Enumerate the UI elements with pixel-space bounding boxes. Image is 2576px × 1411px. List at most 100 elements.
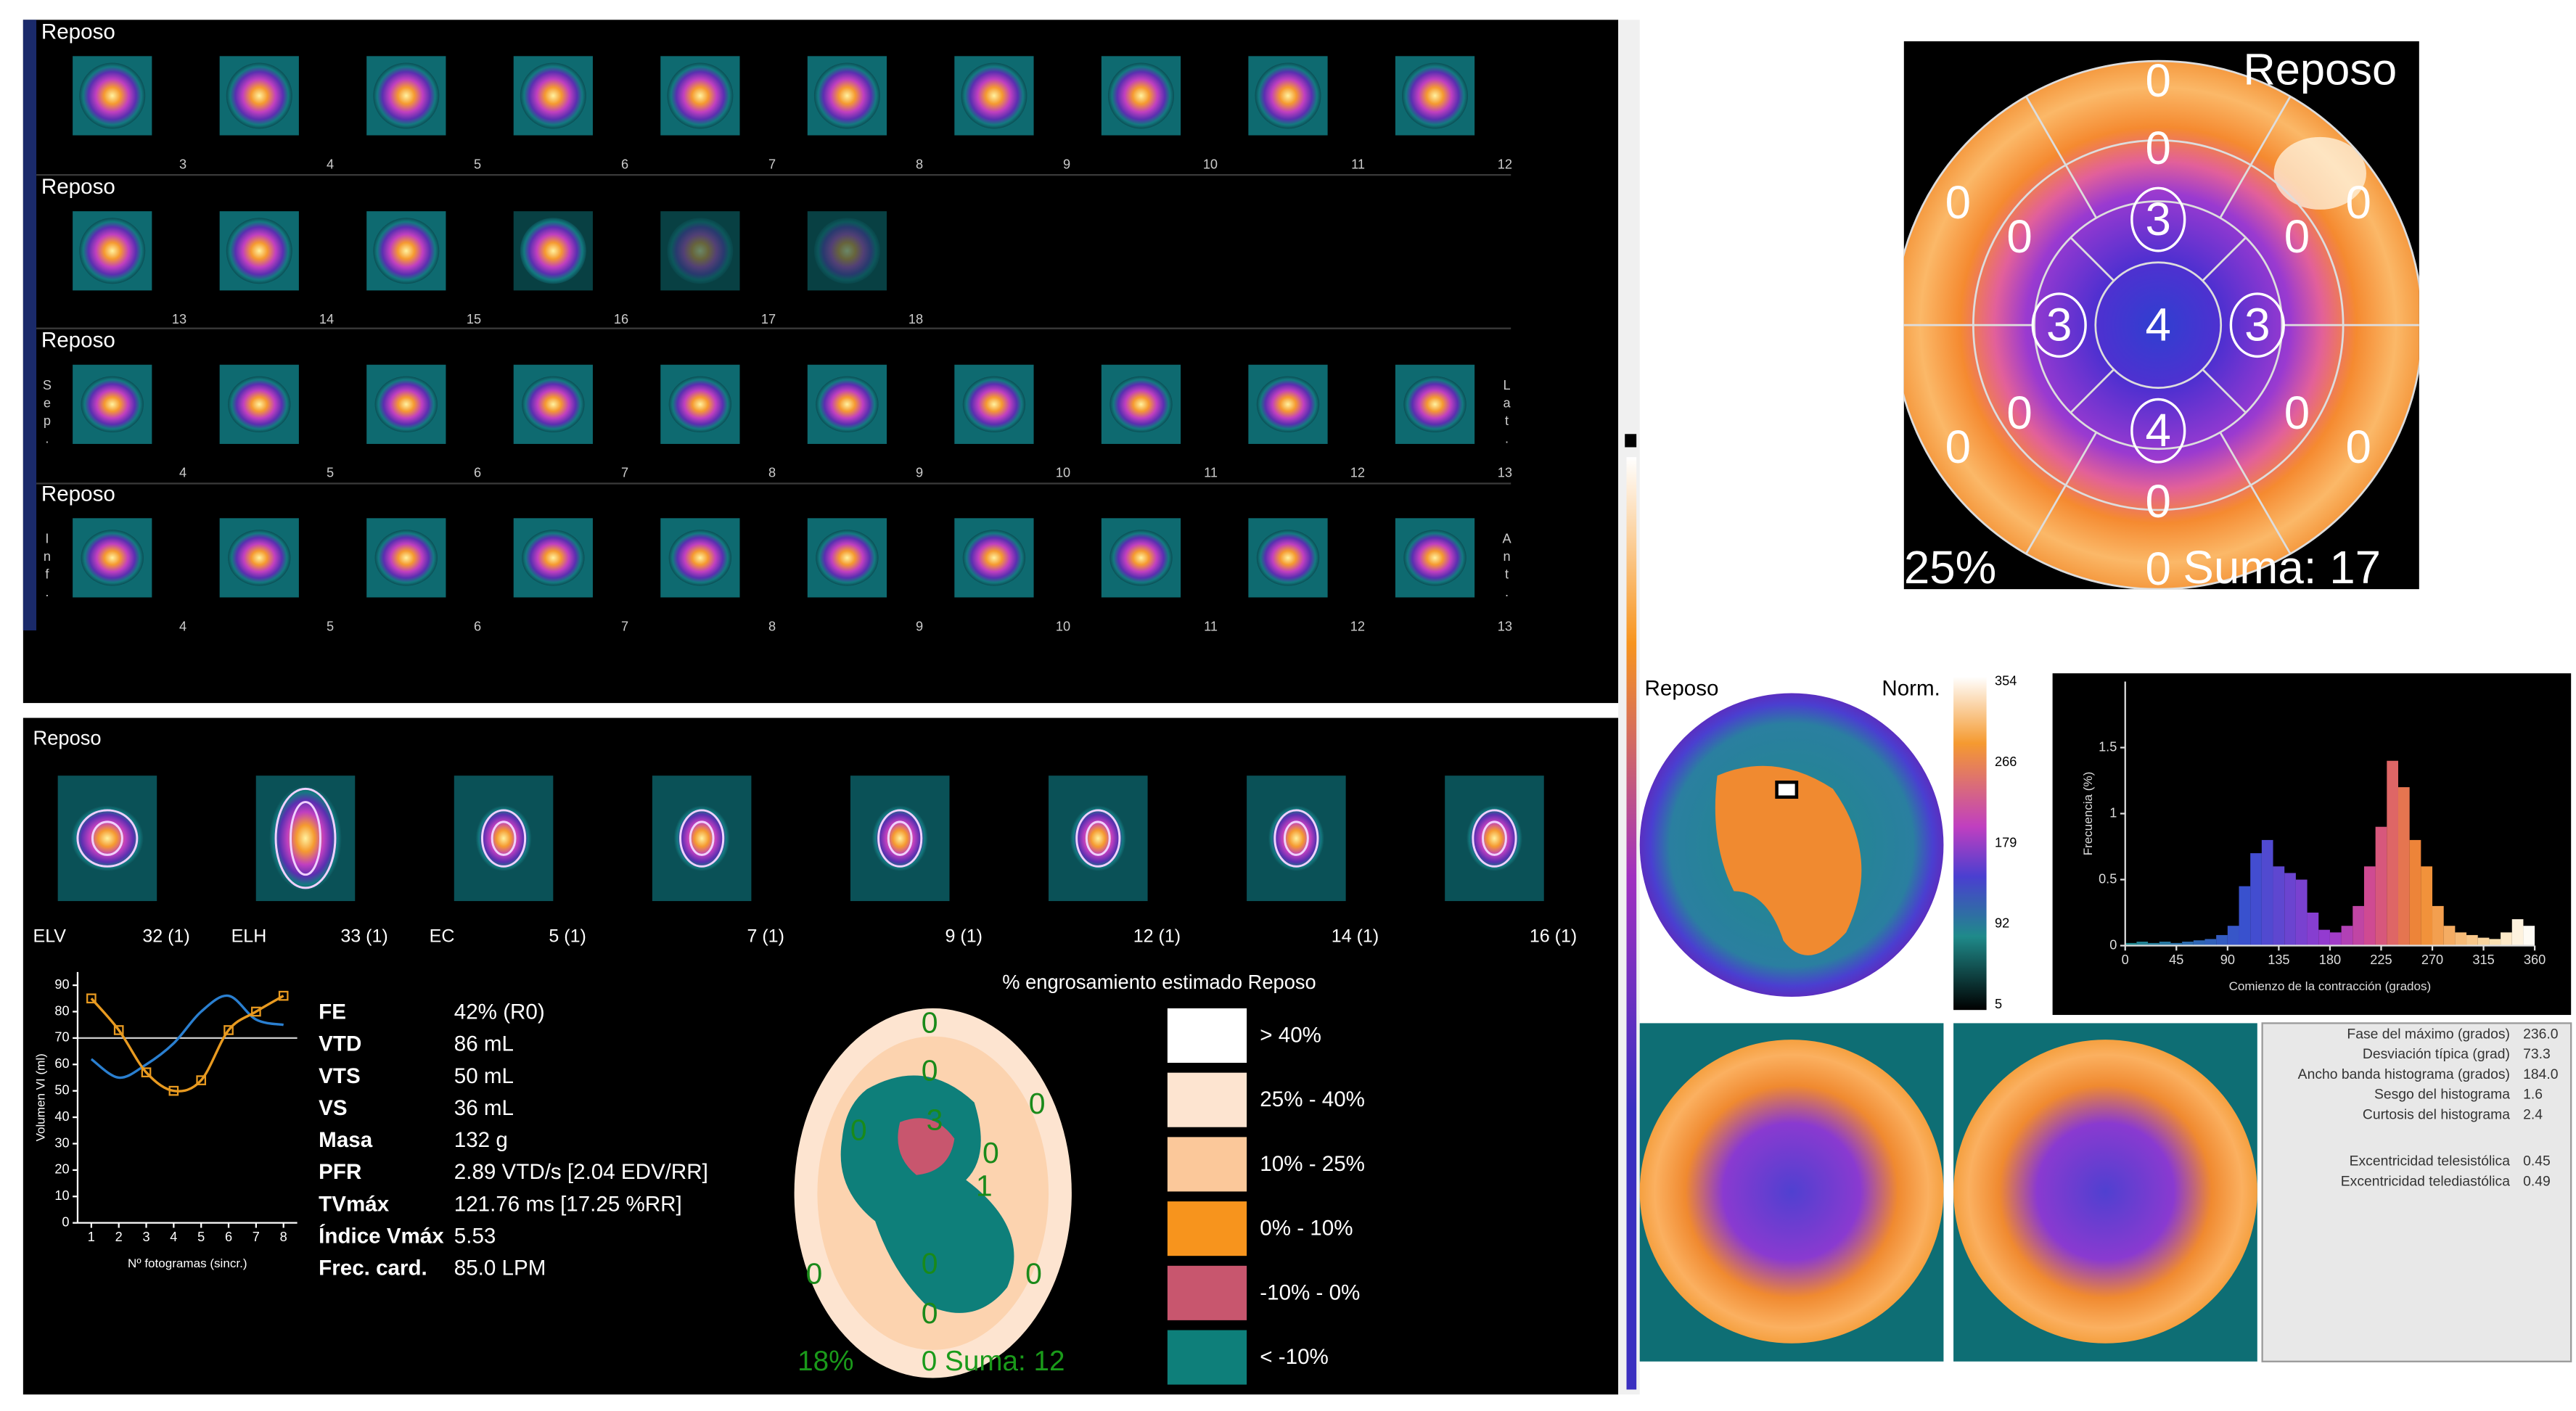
segment-score: 0 xyxy=(922,1053,938,1087)
frame-number: 4 xyxy=(179,466,186,480)
y-tick-label: 80 xyxy=(54,1003,69,1018)
y-tick-label: 1.5 xyxy=(2099,739,2117,754)
x-tick-label: 180 xyxy=(2319,953,2341,967)
segment-score: 0 xyxy=(2345,177,2371,229)
histogram-bar xyxy=(2329,932,2342,946)
frame-number: 6 xyxy=(621,157,628,171)
segment-score: 0 xyxy=(1029,1087,1046,1120)
segment-score: 0 xyxy=(1945,421,1971,473)
stat-name: Ancho banda histograma (grados) xyxy=(2298,1067,2510,1082)
frame-number: 8 xyxy=(916,157,923,171)
segment-score: 0 xyxy=(922,1296,938,1330)
segment-score: 0 xyxy=(805,1256,822,1290)
segment-divider xyxy=(2202,369,2247,414)
view-frame: 14 (1) xyxy=(1332,926,1379,947)
frame-number: 5 xyxy=(474,157,481,171)
y-tick-label: 50 xyxy=(54,1082,69,1097)
segment-score: 3 xyxy=(2244,300,2270,351)
frame-number: 10 xyxy=(1056,466,1070,480)
volume-marker xyxy=(251,1006,261,1017)
y-tick-label: 1 xyxy=(2109,805,2117,820)
contour xyxy=(91,820,123,856)
segment-divider xyxy=(2202,236,2247,281)
frame-number: 5 xyxy=(327,466,334,480)
segment-score: 0 xyxy=(2284,387,2310,439)
slice-image xyxy=(228,530,291,586)
axis-side-label: Inf. xyxy=(40,532,54,603)
segment-score: 0 xyxy=(2006,387,2032,439)
slice-image xyxy=(520,62,586,129)
segment-divider xyxy=(2025,96,2098,219)
metric-name: TVmáx xyxy=(319,1192,390,1216)
frame-number: 11 xyxy=(1204,619,1218,633)
map-title: % engrosamiento estimado Reposo xyxy=(1002,971,1316,993)
segment-ring xyxy=(1903,59,2419,590)
score-circle xyxy=(2229,292,2285,358)
scroll-thumb[interactable] xyxy=(1625,434,1637,448)
x-tick-label: 270 xyxy=(2421,953,2443,967)
segment-ring xyxy=(2094,261,2223,389)
stat-value: 0.49 xyxy=(2523,1174,2551,1189)
x-axis-label: Nº fotogramas (sincr.) xyxy=(128,1256,247,1270)
volume-marker xyxy=(196,1075,207,1085)
contour xyxy=(1085,820,1111,856)
contour xyxy=(877,809,923,868)
frame-number: 5 xyxy=(327,619,334,633)
histogram-bar xyxy=(2432,905,2444,946)
gated-image xyxy=(1268,805,1325,872)
slice-image xyxy=(1256,530,1320,586)
histogram-bar xyxy=(2523,926,2535,946)
histogram-bar xyxy=(2227,926,2239,946)
volume-marker xyxy=(86,993,97,1004)
colorbar-tick: 5 xyxy=(1995,997,2002,1011)
score-circle xyxy=(2130,398,2186,464)
histogram-bar xyxy=(2261,839,2273,946)
stat-name: Sesgo del histograma xyxy=(2374,1087,2510,1103)
frame-number: 10 xyxy=(1056,619,1070,633)
segment-score: 0 xyxy=(2284,211,2310,263)
histogram-bar xyxy=(2375,826,2387,946)
contour xyxy=(887,820,913,856)
stat-value: 0.45 xyxy=(2523,1154,2551,1169)
legend-swatch xyxy=(1167,1265,1247,1320)
frame-number: 6 xyxy=(474,466,481,480)
extent-label: 18% xyxy=(797,1346,853,1377)
gated-image xyxy=(673,805,730,872)
segment-divider xyxy=(2070,369,2115,414)
x-tick-label: 135 xyxy=(2268,953,2289,967)
metric-name: PFR xyxy=(319,1160,361,1184)
gated-image xyxy=(70,805,144,872)
x-tick-label: 4 xyxy=(170,1230,177,1244)
slice-image xyxy=(374,530,438,586)
x-tick-label: 3 xyxy=(142,1230,149,1244)
stat-value: 2.4 xyxy=(2523,1107,2543,1122)
gated-image xyxy=(268,785,342,892)
segment-score: 3 xyxy=(2146,194,2171,245)
segment-score: 0 xyxy=(1945,177,1971,229)
histogram-bar xyxy=(2353,905,2364,946)
slice-image xyxy=(1107,62,1174,129)
slice-image xyxy=(1109,530,1173,586)
frame-number: 18 xyxy=(908,312,923,326)
slice-image xyxy=(81,376,144,433)
x-tick-label: 360 xyxy=(2524,953,2546,967)
frame-number: 8 xyxy=(768,619,776,633)
x-tick-label: 90 xyxy=(2220,953,2235,967)
score-circle xyxy=(2130,186,2186,252)
segment-score: 3 xyxy=(927,1103,943,1137)
frame-number: 8 xyxy=(768,466,776,480)
slice-image xyxy=(374,376,438,433)
axis-side-label: Sep. xyxy=(40,378,54,449)
slice-image xyxy=(79,218,146,284)
metric-value: 121.76 ms [17.25 %RR] xyxy=(454,1192,682,1216)
axis-side-label: Ant. xyxy=(1500,532,1514,603)
volume-marker xyxy=(278,990,289,1001)
legend-swatch xyxy=(1167,1330,1247,1385)
score-circle xyxy=(2031,292,2087,358)
view-name: ELH xyxy=(231,926,267,947)
phase-blob xyxy=(1715,765,1862,955)
y-tick-label: 30 xyxy=(54,1135,69,1150)
histogram-bar xyxy=(2511,919,2524,946)
histogram-bar xyxy=(2204,939,2217,946)
phase-stats-box xyxy=(2261,1022,2572,1362)
